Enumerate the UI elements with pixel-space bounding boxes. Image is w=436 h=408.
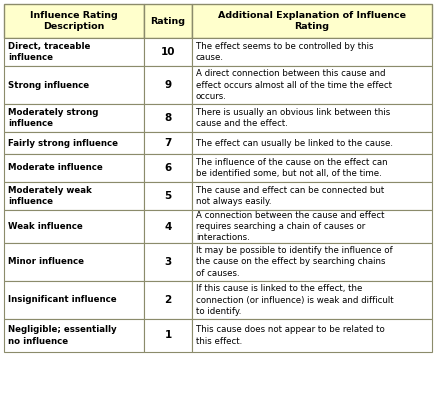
Text: 10: 10 bbox=[161, 47, 175, 57]
Bar bbox=[144, 66, 192, 104]
Bar bbox=[144, 281, 192, 319]
Bar bbox=[144, 38, 192, 66]
Text: 8: 8 bbox=[164, 113, 172, 123]
Text: Insignificant influence: Insignificant influence bbox=[8, 295, 116, 304]
Text: Weak influence: Weak influence bbox=[8, 222, 83, 231]
Text: Additional Explanation of Influence
Rating: Additional Explanation of Influence Rati… bbox=[218, 11, 406, 31]
Bar bbox=[144, 243, 192, 281]
Bar bbox=[144, 210, 192, 243]
Bar bbox=[192, 182, 432, 210]
Bar bbox=[144, 132, 192, 154]
Bar bbox=[4, 319, 144, 352]
Text: A direct connection between this cause and
effect occurs almost all of the time : A direct connection between this cause a… bbox=[196, 69, 392, 101]
Bar bbox=[192, 104, 432, 132]
Text: Strong influence: Strong influence bbox=[8, 80, 89, 89]
Bar bbox=[192, 154, 432, 182]
Text: Moderately weak
influence: Moderately weak influence bbox=[8, 186, 92, 206]
Text: 1: 1 bbox=[164, 330, 172, 341]
Bar bbox=[4, 210, 144, 243]
Bar bbox=[144, 319, 192, 352]
Text: 9: 9 bbox=[164, 80, 171, 90]
Bar bbox=[192, 319, 432, 352]
Bar bbox=[4, 132, 144, 154]
Text: The influence of the cause on the effect can
be identified some, but not all, of: The influence of the cause on the effect… bbox=[196, 158, 388, 178]
Text: Negligible; essentially
no influence: Negligible; essentially no influence bbox=[8, 326, 116, 346]
Bar bbox=[144, 104, 192, 132]
Bar bbox=[192, 132, 432, 154]
Bar bbox=[192, 66, 432, 104]
Bar bbox=[192, 4, 432, 38]
Bar bbox=[4, 66, 144, 104]
Text: 3: 3 bbox=[164, 257, 172, 267]
Text: A connection between the cause and effect
requires searching a chain of causes o: A connection between the cause and effec… bbox=[196, 211, 385, 242]
Text: If this cause is linked to the effect, the
connection (or influence) is weak and: If this cause is linked to the effect, t… bbox=[196, 284, 394, 316]
Bar bbox=[4, 243, 144, 281]
Bar bbox=[4, 154, 144, 182]
Text: The effect can usually be linked to the cause.: The effect can usually be linked to the … bbox=[196, 138, 393, 148]
Bar bbox=[192, 281, 432, 319]
Bar bbox=[192, 243, 432, 281]
Text: Rating: Rating bbox=[150, 16, 185, 25]
Text: Direct, traceable
influence: Direct, traceable influence bbox=[8, 42, 90, 62]
Bar bbox=[144, 154, 192, 182]
Text: 5: 5 bbox=[164, 191, 172, 201]
Text: Moderately strong
influence: Moderately strong influence bbox=[8, 108, 99, 128]
Bar bbox=[4, 38, 144, 66]
Text: 4: 4 bbox=[164, 222, 172, 231]
Bar bbox=[144, 182, 192, 210]
Text: There is usually an obvious link between this
cause and the effect.: There is usually an obvious link between… bbox=[196, 108, 390, 128]
Bar bbox=[4, 182, 144, 210]
Text: It may be possible to identify the influence of
the cause on the effect by searc: It may be possible to identify the influ… bbox=[196, 246, 393, 277]
Bar bbox=[144, 4, 192, 38]
Text: 6: 6 bbox=[164, 163, 172, 173]
Text: This cause does not appear to be related to
this effect.: This cause does not appear to be related… bbox=[196, 326, 385, 346]
Bar bbox=[192, 38, 432, 66]
Text: Moderate influence: Moderate influence bbox=[8, 164, 103, 173]
Text: The cause and effect can be connected but
not always easily.: The cause and effect can be connected bu… bbox=[196, 186, 384, 206]
Bar bbox=[4, 4, 144, 38]
Bar bbox=[4, 281, 144, 319]
Text: 7: 7 bbox=[164, 138, 172, 148]
Bar bbox=[192, 210, 432, 243]
Bar bbox=[4, 104, 144, 132]
Text: The effect seems to be controlled by this
cause.: The effect seems to be controlled by thi… bbox=[196, 42, 374, 62]
Text: 2: 2 bbox=[164, 295, 172, 305]
Text: Fairly strong influence: Fairly strong influence bbox=[8, 138, 118, 148]
Text: Influence Rating
Description: Influence Rating Description bbox=[30, 11, 118, 31]
Text: Minor influence: Minor influence bbox=[8, 257, 84, 266]
